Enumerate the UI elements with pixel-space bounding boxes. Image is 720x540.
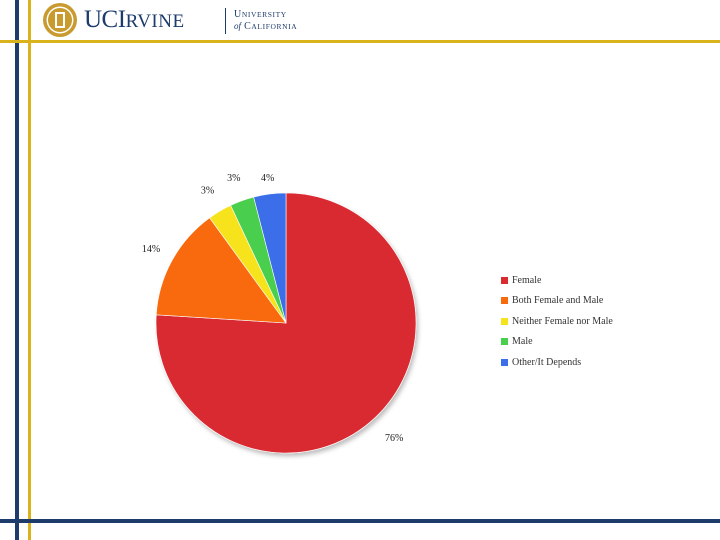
- wordmark-rvine: RVINE: [125, 11, 185, 32]
- frame-vertical-gold-rule: [28, 0, 31, 540]
- california-rest: ALIFORNIA: [251, 22, 298, 31]
- slice-label-neither-female-nor-male: 3%: [201, 185, 214, 196]
- pie-slice-both-female-and-male: [155, 217, 287, 324]
- uci-seal-icon: [43, 3, 77, 37]
- legend-label: Male: [512, 336, 533, 348]
- logo-divider: [225, 8, 226, 34]
- chart-legend: Female Both Female and Male Neither Female…: [501, 270, 613, 373]
- slice-label-both-female-and-male: 14%: [142, 244, 160, 255]
- pie-slice-other-it-depends: [253, 192, 287, 324]
- frame-vertical-blue-rule: [15, 0, 19, 540]
- pie-slice-female: [155, 192, 417, 454]
- wordmark-i: I: [117, 6, 126, 33]
- legend-item-other-it-depends: Other/It Depends: [501, 352, 613, 373]
- legend-swatch: [501, 297, 508, 305]
- university-line: UNIVERSITY: [234, 9, 287, 20]
- legend-label: Female: [512, 274, 542, 286]
- legend-label: Neither Female nor Male: [512, 315, 613, 327]
- legend-label: Other/It Depends: [512, 356, 582, 368]
- slice-label-male: 3%: [227, 173, 240, 184]
- slice-label-female: 76%: [385, 433, 403, 444]
- uci-wordmark: UCIRVINE: [84, 6, 185, 34]
- legend-item-both-female-and-male: Both Female and Male: [501, 291, 613, 312]
- legend-label: Both Female and Male: [512, 295, 604, 307]
- wordmark-uc: UC: [84, 6, 118, 33]
- slice-label-other-it-depends: 4%: [261, 173, 274, 184]
- university-rest: NIVERSITY: [241, 10, 287, 19]
- of-california-line: of CALIFORNIA: [234, 21, 297, 32]
- legend-item-neither-female-nor-male: Neither Female nor Male: [501, 311, 613, 332]
- frame-header-gold-rule: [0, 40, 720, 43]
- california-initial: C: [244, 21, 252, 32]
- legend-item-female: Female: [501, 270, 613, 291]
- legend-swatch: [501, 276, 508, 284]
- legend-item-male: Male: [501, 332, 613, 353]
- frame-footer-blue-rule: [0, 519, 720, 523]
- legend-swatch: [501, 338, 508, 346]
- university-initial: U: [234, 9, 242, 20]
- legend-swatch: [501, 317, 508, 325]
- legend-swatch: [501, 358, 508, 366]
- of-word: of: [234, 21, 242, 31]
